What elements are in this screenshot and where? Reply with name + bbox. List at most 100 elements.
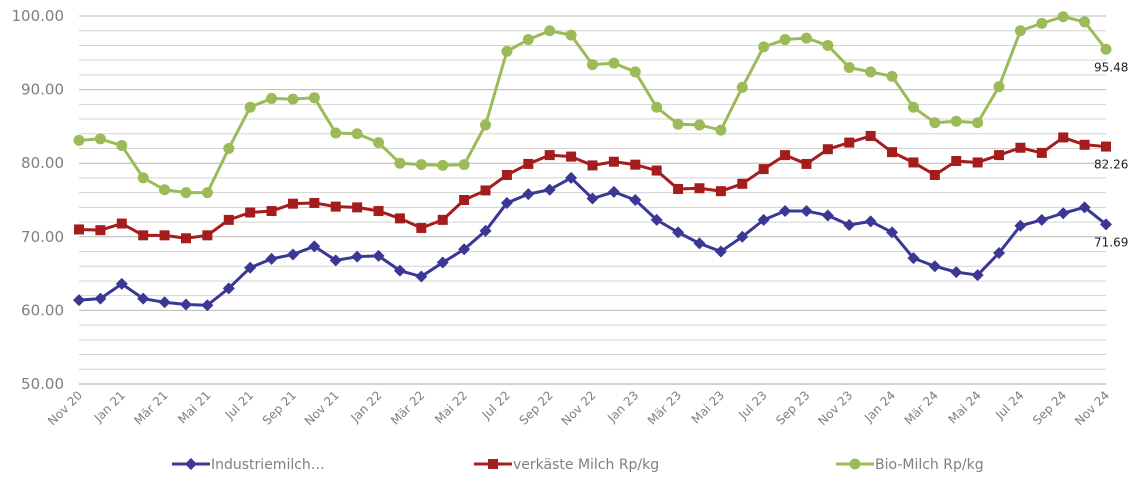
data-point (223, 214, 234, 225)
data-point (1100, 43, 1112, 55)
data-point (394, 213, 405, 224)
data-point (351, 250, 364, 263)
data-point (651, 101, 663, 113)
data-point (865, 130, 876, 141)
data-point (138, 230, 149, 241)
data-point (779, 34, 791, 46)
data-point (265, 252, 278, 265)
data-point (737, 178, 748, 189)
x-tick-label: Nov 23 (815, 388, 855, 428)
legend-label: verkäste Milch Rp/kg (513, 457, 659, 473)
series-0 (73, 171, 1112, 312)
data-point (993, 81, 1005, 93)
data-point (287, 93, 299, 105)
x-tick-label: Nov 20 (45, 388, 85, 428)
data-point (415, 159, 427, 171)
data-point (586, 192, 599, 205)
x-tick-label: Jan 22 (347, 388, 384, 425)
data-point (672, 118, 684, 130)
data-point (694, 183, 705, 194)
data-point (608, 156, 619, 167)
data-point (843, 62, 855, 74)
x-tick-label: Mai 23 (689, 388, 727, 426)
legend: Industriemilch… verkäste Milch Rp/kg Bio-M… (172, 457, 984, 473)
series-2 (73, 11, 1112, 199)
data-point (929, 169, 940, 180)
x-tick-label: Sep 23 (773, 388, 812, 427)
y-tick-label: 90.00 (21, 81, 64, 99)
data-point (244, 261, 257, 274)
data-point (780, 150, 791, 161)
data-point (608, 57, 620, 69)
data-point (394, 157, 406, 169)
data-point (266, 206, 277, 217)
data-point (522, 188, 535, 201)
data-point (137, 172, 149, 184)
series (73, 11, 1112, 312)
x-tick-label: Mai 21 (175, 388, 213, 426)
legend-label: Bio-Milch Rp/kg (875, 457, 984, 473)
data-point (650, 213, 663, 226)
series-1 (74, 130, 1111, 244)
data-point (950, 115, 962, 127)
data-point (972, 117, 984, 129)
data-point (73, 294, 85, 307)
data-point (329, 254, 342, 267)
data-point (630, 159, 641, 170)
data-point (393, 264, 406, 277)
data-point (415, 270, 428, 283)
data-point (1036, 17, 1048, 29)
data-point (222, 282, 235, 295)
data-point (800, 32, 812, 44)
data-point (1079, 16, 1091, 28)
data-point (416, 222, 427, 233)
x-tick-label: Mai 22 (432, 388, 470, 426)
legend-marker (488, 459, 498, 469)
data-point (308, 240, 321, 253)
x-tick-label: Jul 24 (992, 388, 1026, 422)
data-point (544, 25, 556, 37)
data-point (928, 260, 941, 273)
data-point (116, 140, 128, 152)
data-point (843, 219, 856, 232)
data-point (1057, 207, 1070, 220)
x-tick-label: Mär 21 (131, 388, 170, 427)
x-tick-label: Nov 22 (559, 388, 599, 428)
data-point (673, 183, 684, 194)
data-point (587, 59, 598, 71)
data-point (1014, 219, 1027, 232)
x-tick-label: Jan 21 (91, 388, 128, 425)
data-point (94, 133, 106, 145)
data-point (459, 195, 470, 205)
data-point (715, 186, 726, 197)
data-point (821, 209, 834, 222)
data-point (972, 157, 983, 168)
data-point (1014, 25, 1026, 37)
data-point (373, 206, 384, 217)
data-point (779, 205, 792, 218)
data-point (607, 185, 620, 198)
data-point (907, 101, 919, 113)
data-point (223, 142, 235, 154)
data-point (437, 214, 448, 225)
data-point (1078, 201, 1091, 214)
y-tick-label: 80.00 (21, 154, 64, 172)
data-point (758, 41, 770, 53)
data-point (865, 66, 877, 78)
data-point (1101, 141, 1111, 152)
data-point (693, 119, 705, 131)
x-tick-label: Sep 24 (1030, 388, 1069, 427)
data-point (800, 205, 813, 218)
data-point (543, 183, 556, 196)
data-point (159, 230, 170, 241)
data-point (480, 119, 492, 131)
data-point (629, 66, 641, 78)
data-point (908, 157, 919, 168)
data-point (993, 246, 1006, 259)
data-point (1079, 139, 1090, 150)
data-point (886, 226, 899, 239)
data-point (201, 299, 214, 312)
